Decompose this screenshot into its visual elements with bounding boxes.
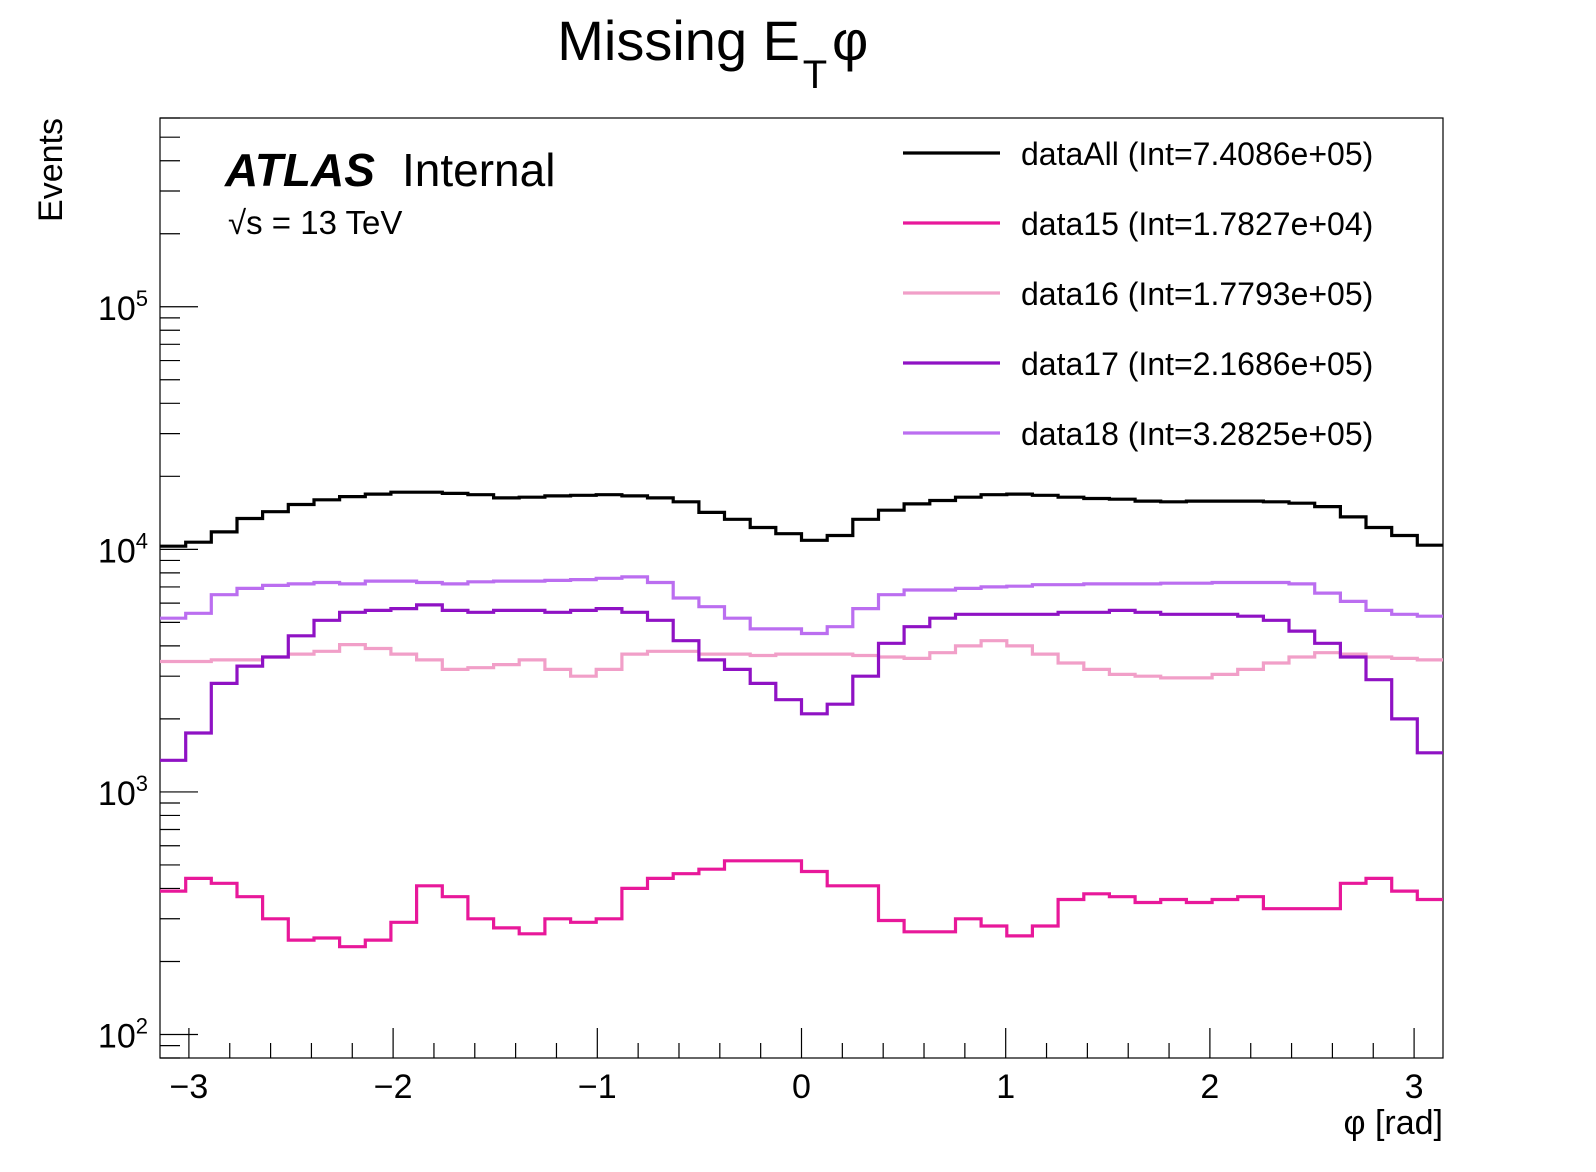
- x-tick-label: −2: [374, 1068, 413, 1106]
- x-axis-label: φ [rad]: [1343, 1104, 1443, 1142]
- x-tick-label: −1: [578, 1068, 617, 1106]
- x-tick-label: 3: [1405, 1068, 1424, 1106]
- legend-entry-label: data16 (Int=1.7793e+05): [1021, 276, 1373, 312]
- plot-frame: [159, 117, 1444, 1059]
- atlas-label: ATLAS: [224, 144, 375, 196]
- series-line-1: [160, 859, 1443, 949]
- legend: dataAll (Int=7.4086e+05) data15 (Int=1.78…: [903, 136, 1373, 452]
- x-tick-label: −3: [170, 1068, 209, 1106]
- y-axis-label: Events: [32, 118, 70, 222]
- legend-entry-label: dataAll (Int=7.4086e+05): [1021, 136, 1373, 172]
- series-line-2: [160, 639, 1443, 680]
- y-tick-label: 103: [98, 771, 148, 813]
- legend-entry-label: data15 (Int=1.7827e+04): [1021, 206, 1373, 242]
- chart-title-main: Missing E: [557, 9, 800, 72]
- energy-label: √s = 13 TeV: [228, 204, 402, 241]
- x-tick-label: 1: [996, 1068, 1015, 1106]
- axes: −3 −2 −1 0 1 2 3 102 103 104 105: [98, 117, 1424, 1106]
- chart-title-subscript: T: [803, 53, 827, 97]
- y-tick-label: 104: [98, 528, 148, 570]
- series-line-3: [160, 603, 1443, 762]
- atlas-internal-label: Internal: [402, 144, 555, 196]
- y-tick-label: 102: [98, 1013, 148, 1055]
- chart-title-suffix: φ: [832, 9, 868, 72]
- series-line-4: [160, 575, 1443, 636]
- chart-title: Missing E: [557, 9, 800, 72]
- x-tick-label: 0: [792, 1068, 811, 1106]
- x-tick-label: 2: [1200, 1068, 1219, 1106]
- legend-entry-label: data18 (Int=3.2825e+05): [1021, 416, 1373, 452]
- legend-entry-label: data17 (Int=2.1686e+05): [1021, 346, 1373, 382]
- y-tick-label: 105: [98, 286, 148, 328]
- series-group: [160, 490, 1443, 949]
- series-line-0: [160, 490, 1443, 548]
